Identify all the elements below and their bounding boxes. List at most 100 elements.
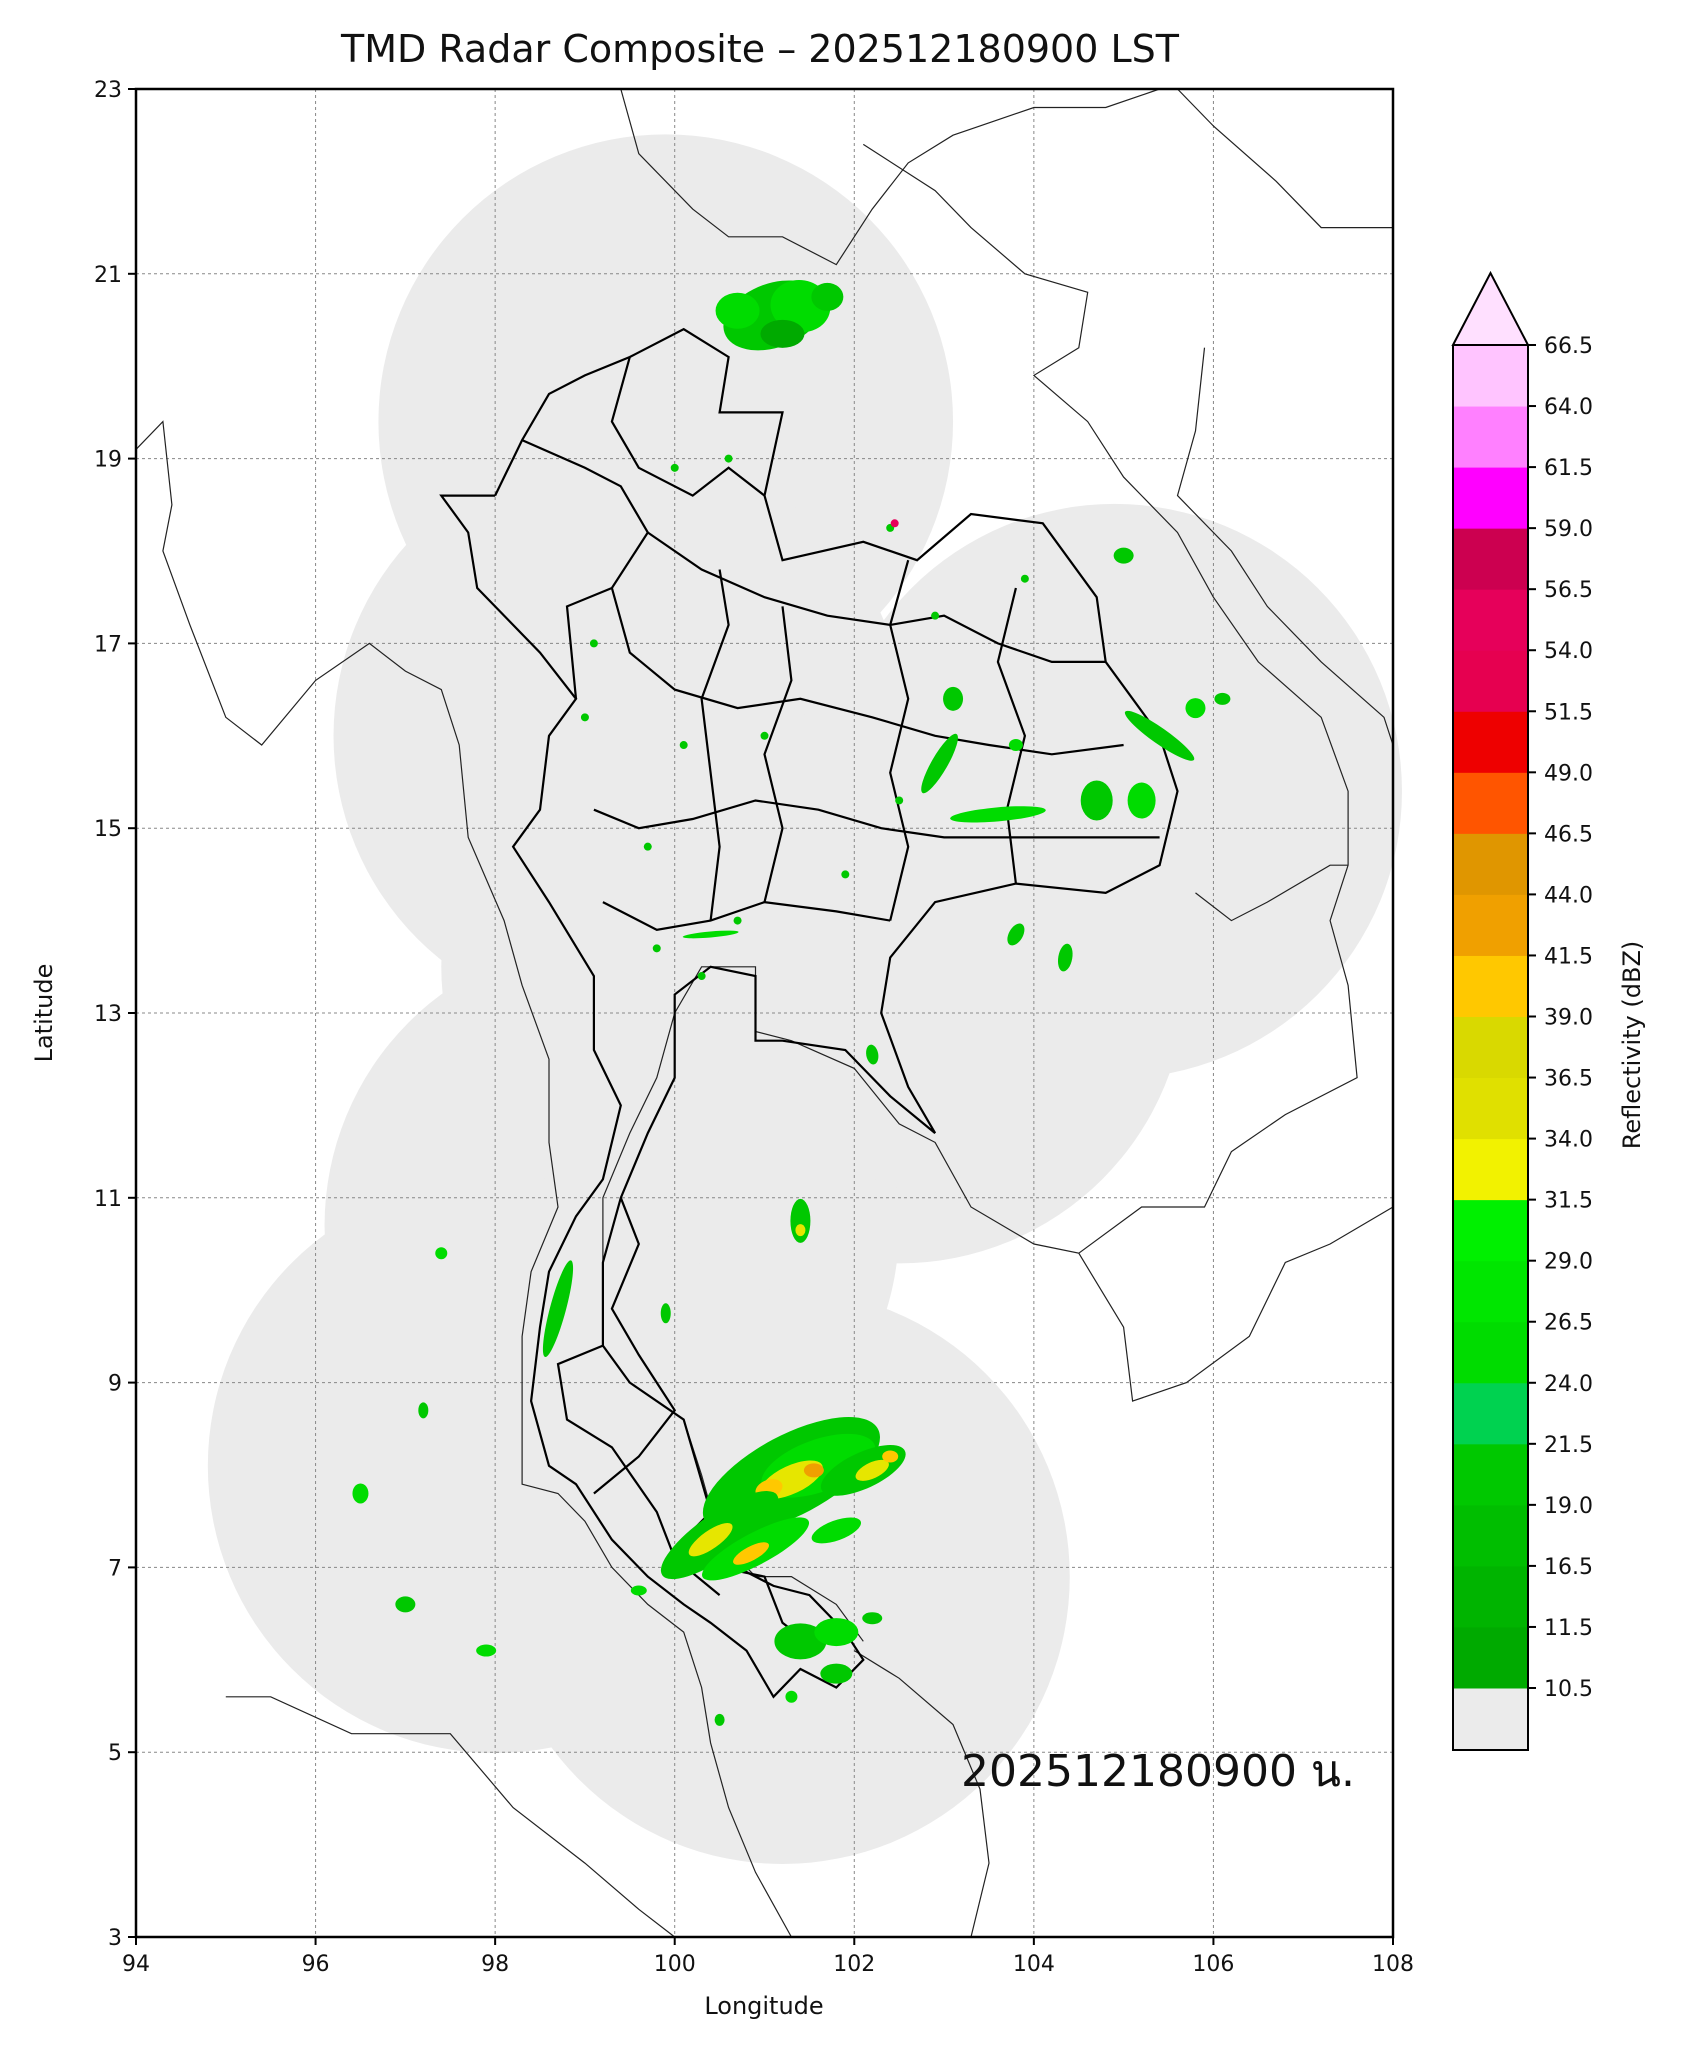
colorbar-band — [1453, 1688, 1528, 1750]
radar-echo — [630, 1585, 647, 1596]
x-tick-label: 102 — [833, 1952, 875, 1977]
y-tick-label: 17 — [94, 632, 122, 657]
radar-echo — [811, 1517, 861, 1544]
colorbar-band — [1453, 406, 1528, 468]
colorbar-tick-label: 26.5 — [1544, 1311, 1593, 1336]
colorbar-tick-label: 31.5 — [1544, 1189, 1593, 1214]
radar-echo — [921, 733, 958, 794]
colorbar-tick-label: 56.5 — [1544, 578, 1593, 603]
radar-echo — [660, 1303, 671, 1324]
colorbar-tick-label: 64.0 — [1544, 395, 1593, 420]
coastline-peninsula-east — [853, 1650, 990, 1938]
colorbar-tick-label: 54.0 — [1544, 639, 1593, 664]
colorbar-tick-label: 49.0 — [1544, 761, 1593, 786]
x-tick-label: 100 — [654, 1952, 696, 1977]
colorbar-tick-label: 61.5 — [1544, 456, 1593, 481]
colorbar-band — [1453, 1626, 1528, 1689]
radar-echo — [790, 1198, 811, 1243]
province-boundary — [593, 1197, 677, 1495]
radar-echo — [785, 1690, 798, 1703]
colorbar-band — [1453, 1199, 1528, 1262]
radar-echo — [855, 1459, 889, 1481]
border-laos-vietnam — [862, 143, 1358, 1254]
province-boundary — [593, 799, 1160, 839]
colorbar-band — [1453, 1260, 1528, 1323]
radar-echo — [1008, 739, 1023, 752]
x-tick-label: 108 — [1372, 1952, 1414, 1977]
radar-echo — [950, 806, 1046, 823]
radar-echo — [688, 1523, 733, 1557]
radar-echo — [1127, 782, 1156, 819]
radar-echo — [652, 944, 661, 953]
radar-echo — [733, 916, 742, 925]
x-axis-ticks: 94 96 98 100 102 104 106 108 — [122, 1937, 1414, 1977]
x-axis-label: Longitude — [704, 1992, 823, 2020]
radar-echo — [1057, 943, 1073, 972]
province-boundary — [889, 559, 910, 921]
y-tick-label: 3 — [108, 1926, 122, 1951]
radar-echo — [476, 1644, 497, 1657]
radar-echo — [733, 1542, 769, 1565]
colorbar-band — [1453, 1138, 1528, 1201]
colorbar-band — [1453, 528, 1528, 590]
colorbar-band — [1453, 1504, 1528, 1567]
radar-echo — [682, 930, 739, 939]
radar-echo — [724, 454, 733, 463]
colorbar-band — [1453, 1016, 1528, 1079]
x-tick-label: 104 — [1013, 1952, 1055, 1977]
colorbar-tick-label: 66.5 — [1544, 334, 1593, 359]
radar-echo — [589, 639, 598, 648]
colorbar-tick-label: 29.0 — [1544, 1250, 1593, 1275]
colorbar-tick-label: 19.0 — [1544, 1494, 1593, 1519]
radar-echo — [1020, 574, 1029, 583]
radar-echo — [1185, 698, 1206, 719]
y-tick-label: 7 — [108, 1556, 122, 1581]
y-tick-label: 21 — [94, 263, 122, 288]
colorbar-tick-label: 51.5 — [1544, 700, 1593, 725]
radar-echo — [890, 519, 899, 528]
border-cambodia-laos — [1195, 864, 1349, 922]
thailand-outline — [439, 327, 1179, 1699]
radar-coverage — [207, 134, 1402, 1864]
colorbar-extend-arrow — [1451, 270, 1530, 346]
radar-echo — [774, 1623, 827, 1660]
coastline-vietnam — [1176, 347, 1394, 746]
radar-echo — [697, 972, 706, 981]
radar-echo — [580, 713, 589, 722]
coastline-gulf-north — [602, 966, 1394, 1402]
radar-echo — [882, 1450, 899, 1463]
colorbar-tick-label: 41.5 — [1544, 944, 1593, 969]
y-tick-label: 23 — [94, 78, 122, 103]
colorbar: 10.5 11.5 16.5 19.0 21.5 24.0 26.5 29.0 31.5 34.0… — [1451, 270, 1593, 1751]
radar-echo — [1124, 710, 1195, 761]
province-boundary — [763, 606, 793, 903]
colorbar-tick-label: 34.0 — [1544, 1128, 1593, 1153]
colorbar-band — [1453, 955, 1528, 1017]
radar-echo — [1214, 692, 1231, 705]
radar-echo — [435, 1247, 448, 1260]
colorbar-tick-label: 21.5 — [1544, 1433, 1593, 1458]
colorbar-band — [1453, 467, 1528, 529]
colorbar-band — [1453, 772, 1528, 834]
colorbar-band — [1453, 1443, 1528, 1506]
radar-echo — [803, 1463, 824, 1478]
y-tick-label: 5 — [108, 1741, 122, 1766]
radar-echo — [931, 611, 940, 620]
y-axis-label: Latitude — [30, 964, 58, 1063]
colorbar-band — [1453, 1321, 1528, 1384]
radar-echo — [679, 741, 688, 750]
y-tick-label: 13 — [94, 1002, 122, 1027]
colorbar-frame — [1452, 345, 1529, 1751]
radar-echoes — [352, 280, 1231, 1726]
colorbar-tick-label: 16.5 — [1544, 1555, 1593, 1580]
colorbar-band — [1453, 894, 1528, 956]
radar-echo — [714, 1713, 725, 1726]
radar-echo — [670, 463, 679, 472]
radar-echo — [895, 796, 904, 805]
colorbar-tick-label: 36.5 — [1544, 1067, 1593, 1092]
province-boundary — [996, 587, 1027, 884]
colorbar-band — [1453, 711, 1528, 773]
colorbar-tick-label: 24.0 — [1544, 1372, 1593, 1397]
colorbar-band — [1453, 345, 1528, 407]
